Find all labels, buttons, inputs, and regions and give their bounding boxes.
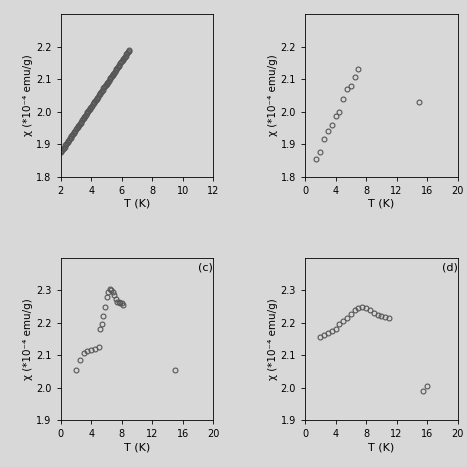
Y-axis label: χ (*10⁻⁴ emu/g): χ (*10⁻⁴ emu/g) bbox=[268, 298, 278, 380]
Y-axis label: χ (*10⁻⁴ emu/g): χ (*10⁻⁴ emu/g) bbox=[268, 54, 278, 136]
X-axis label: T (K): T (K) bbox=[124, 198, 150, 208]
X-axis label: T (K): T (K) bbox=[368, 198, 395, 208]
Y-axis label: χ (*10⁻⁴ emu/g): χ (*10⁻⁴ emu/g) bbox=[23, 298, 34, 380]
Text: (d): (d) bbox=[442, 262, 458, 273]
Y-axis label: χ (*10⁻⁴ emu/g): χ (*10⁻⁴ emu/g) bbox=[23, 54, 34, 136]
Text: (c): (c) bbox=[198, 262, 213, 273]
X-axis label: T (K): T (K) bbox=[124, 442, 150, 452]
X-axis label: T (K): T (K) bbox=[368, 442, 395, 452]
